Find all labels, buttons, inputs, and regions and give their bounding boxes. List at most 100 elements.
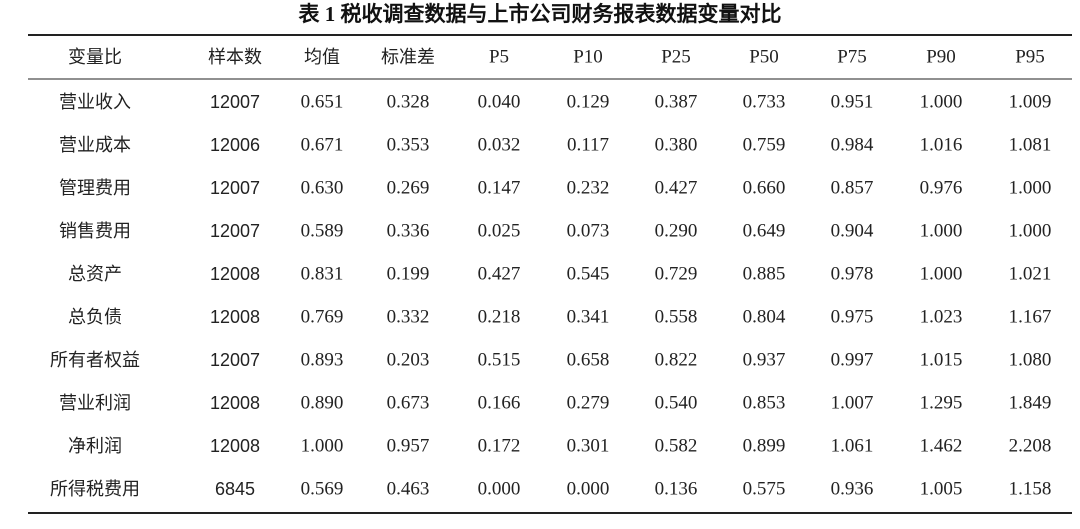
cell: 1.849 xyxy=(1009,392,1052,413)
cell: 0.387 xyxy=(655,91,698,112)
cell: 12008 xyxy=(210,393,260,413)
cell: 0.203 xyxy=(387,349,430,370)
row-label: 营业成本 xyxy=(59,135,131,155)
cell: 0.117 xyxy=(567,134,609,155)
cell: 0.172 xyxy=(478,435,521,456)
cell: 12007 xyxy=(210,92,260,112)
table-title: 表 1 税收调查数据与上市公司财务报表数据变量对比 xyxy=(299,2,782,26)
cell: 0.630 xyxy=(301,177,344,198)
cell: 0.904 xyxy=(831,220,874,241)
cell: 1.081 xyxy=(1009,134,1052,155)
cell: 0.269 xyxy=(387,177,430,198)
row-label: 所有者权益 xyxy=(50,350,140,370)
cell: 0.831 xyxy=(301,263,344,284)
header-cell: 变量比 xyxy=(68,47,122,67)
cell: 0.937 xyxy=(743,349,786,370)
row-label: 营业利润 xyxy=(59,393,131,413)
header-cell: 标准差 xyxy=(381,47,435,67)
cell: 0.000 xyxy=(478,478,521,499)
cell: 0.332 xyxy=(387,306,430,327)
cell: 0.769 xyxy=(301,306,344,327)
cell: 0.651 xyxy=(301,91,344,112)
cell: 0.147 xyxy=(478,177,521,198)
cell: 0.976 xyxy=(920,177,963,198)
cell: 0.463 xyxy=(387,478,430,499)
row-label: 销售费用 xyxy=(59,221,131,241)
cell: 0.218 xyxy=(478,306,521,327)
cell: 0.589 xyxy=(301,220,344,241)
row-label: 净利润 xyxy=(68,436,122,456)
cell: 1.007 xyxy=(831,392,874,413)
cell: 0.658 xyxy=(567,349,610,370)
cell: 1.000 xyxy=(920,263,963,284)
cell: 0.893 xyxy=(301,349,344,370)
cell: 0.660 xyxy=(743,177,786,198)
cell: 0.136 xyxy=(655,478,698,499)
cell: 1.295 xyxy=(920,392,963,413)
header-cell: P90 xyxy=(926,46,956,67)
cell: 1.000 xyxy=(920,91,963,112)
cell: 0.000 xyxy=(567,478,610,499)
cell: 1.462 xyxy=(920,435,963,456)
cell: 12008 xyxy=(210,307,260,327)
cell: 0.290 xyxy=(655,220,698,241)
cell: 12007 xyxy=(210,221,260,241)
cell: 0.804 xyxy=(743,306,786,327)
cell: 0.984 xyxy=(831,134,874,155)
cell: 0.853 xyxy=(743,392,786,413)
cell: 0.729 xyxy=(655,263,698,284)
row-label: 管理费用 xyxy=(59,178,131,198)
cell: 1.000 xyxy=(1009,177,1052,198)
cell: 0.957 xyxy=(387,435,430,456)
cell: 0.885 xyxy=(743,263,786,284)
cell: 0.545 xyxy=(567,263,610,284)
cell: 0.558 xyxy=(655,306,698,327)
cell: 1.080 xyxy=(1009,349,1052,370)
cell: 0.673 xyxy=(387,392,430,413)
cell: 0.199 xyxy=(387,263,430,284)
header-cell: 均值 xyxy=(304,47,340,67)
cell: 0.515 xyxy=(478,349,521,370)
cell: 1.167 xyxy=(1009,306,1052,327)
cell: 0.341 xyxy=(567,306,610,327)
cell: 0.540 xyxy=(655,392,698,413)
header-cell: P75 xyxy=(837,46,867,67)
cell: 0.951 xyxy=(831,91,874,112)
cell: 0.997 xyxy=(831,349,874,370)
cell: 0.978 xyxy=(831,263,874,284)
cell: 0.279 xyxy=(567,392,610,413)
cell: 0.232 xyxy=(567,177,610,198)
cell: 12007 xyxy=(210,350,260,370)
cell: 0.353 xyxy=(387,134,430,155)
cell: 1.009 xyxy=(1009,91,1052,112)
cell: 0.380 xyxy=(655,134,698,155)
cell: 1.158 xyxy=(1009,478,1052,499)
cell: 0.129 xyxy=(567,91,610,112)
cell: 1.005 xyxy=(920,478,963,499)
cell: 1.061 xyxy=(831,435,874,456)
cell: 6845 xyxy=(215,479,255,499)
cell: 0.040 xyxy=(478,91,521,112)
row-label: 所得税费用 xyxy=(50,479,140,499)
cell: 0.032 xyxy=(478,134,521,155)
cell: 0.427 xyxy=(655,177,698,198)
cell: 0.733 xyxy=(743,91,786,112)
cell: 0.575 xyxy=(743,478,786,499)
header-cell: 样本数 xyxy=(208,47,262,67)
cell: 1.016 xyxy=(920,134,963,155)
cell: 0.975 xyxy=(831,306,874,327)
header-cell: P25 xyxy=(661,46,691,67)
header-cell: P5 xyxy=(489,46,509,67)
cell: 12008 xyxy=(210,436,260,456)
cell: 0.890 xyxy=(301,392,344,413)
cell: 0.336 xyxy=(387,220,430,241)
cell: 0.936 xyxy=(831,478,874,499)
cell: 1.023 xyxy=(920,306,963,327)
row-label: 总资产 xyxy=(68,264,122,284)
cell: 0.759 xyxy=(743,134,786,155)
header-cell: P95 xyxy=(1015,46,1045,67)
cell: 12008 xyxy=(210,264,260,284)
cell: 0.073 xyxy=(567,220,610,241)
cell: 0.857 xyxy=(831,177,874,198)
